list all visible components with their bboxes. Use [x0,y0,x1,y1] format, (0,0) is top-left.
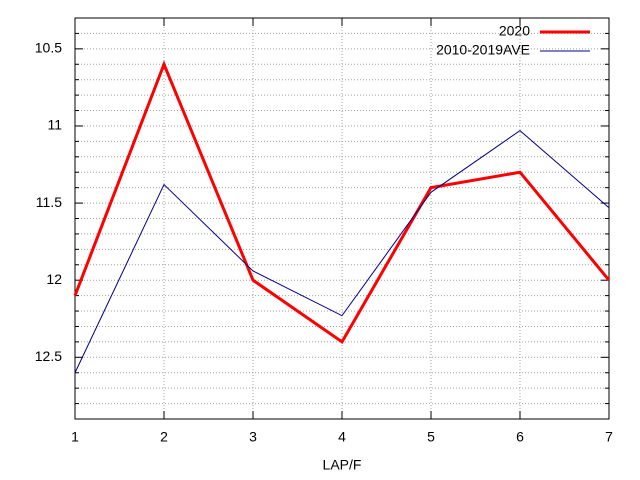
y-tick-label: 10.5 [35,40,62,56]
x-tick-label: 3 [249,429,257,445]
y-tick-label: 12 [46,271,62,287]
x-tick-label: 6 [516,429,524,445]
x-tick-label: 2 [160,429,168,445]
x-tick-label: 7 [605,429,613,445]
x-tick-label: 4 [338,429,346,445]
x-axis-label: LAP/F [323,457,362,473]
legend-label: 2010-2019AVE [436,42,530,58]
legend-label: 2020 [499,23,530,39]
x-tick-label: 5 [427,429,435,445]
y-tick-label: 11 [47,117,62,133]
plot-border [74,17,610,420]
series-line [74,129,610,373]
series-line [73,60,611,345]
x-tick-label: 1 [71,429,79,445]
y-tick-label: 12.5 [35,348,62,364]
y-tick-label: 11.5 [36,194,62,210]
